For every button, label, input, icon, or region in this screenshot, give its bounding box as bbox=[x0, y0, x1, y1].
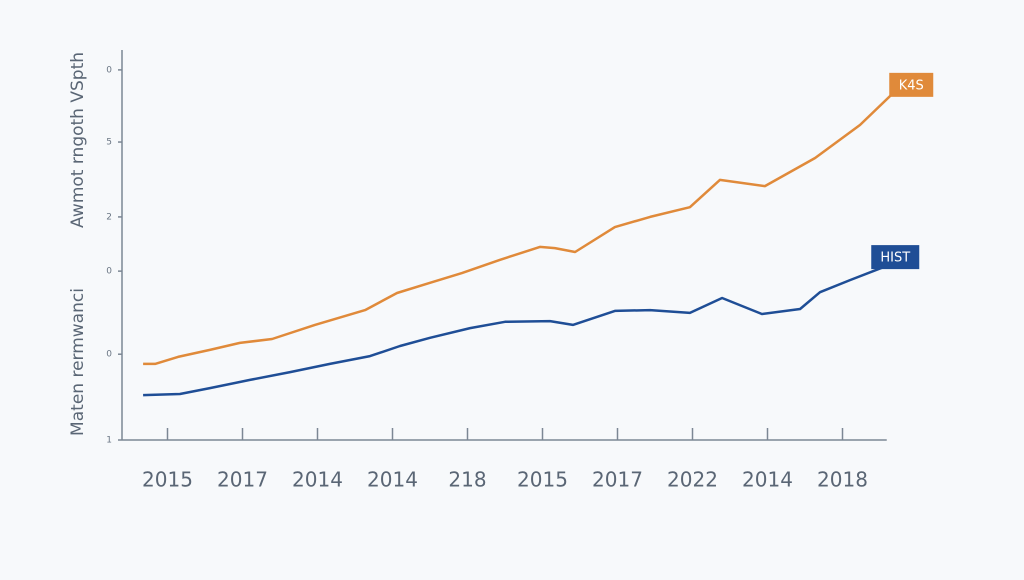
y-tick-label: 0 bbox=[106, 350, 112, 360]
x-tick-label: 2018 bbox=[817, 468, 868, 492]
y-tick-label: 0 bbox=[106, 267, 112, 277]
x-tick-label: 2015 bbox=[517, 468, 568, 492]
y-tick-label: 2 bbox=[106, 212, 112, 222]
series-label-box bbox=[871, 245, 920, 270]
y-tick-label: 1 bbox=[106, 436, 112, 446]
series-label: K4S bbox=[899, 78, 924, 93]
x-tick-label: 2017 bbox=[217, 468, 268, 492]
line-series bbox=[143, 93, 893, 366]
series-label: HIST bbox=[880, 251, 910, 266]
x-tick-label: 2015 bbox=[142, 468, 193, 492]
y-tick-label: 5 bbox=[106, 138, 112, 148]
y-axis-label: Maten rermwanci bbox=[68, 288, 88, 436]
series-label-box bbox=[889, 72, 934, 97]
x-tick-label: 2022 bbox=[667, 468, 718, 492]
y-axis-label: Awmot rngoth VSpth bbox=[68, 52, 88, 228]
x-tick-label: 2014 bbox=[367, 468, 418, 492]
x-tick-label: 218 bbox=[448, 468, 486, 492]
y-tick-label: 0 bbox=[106, 65, 112, 75]
line-series bbox=[143, 262, 892, 397]
x-tick-label: 2017 bbox=[592, 468, 643, 492]
x-tick-label: 2014 bbox=[292, 468, 343, 492]
x-tick-label: 2014 bbox=[742, 468, 793, 492]
